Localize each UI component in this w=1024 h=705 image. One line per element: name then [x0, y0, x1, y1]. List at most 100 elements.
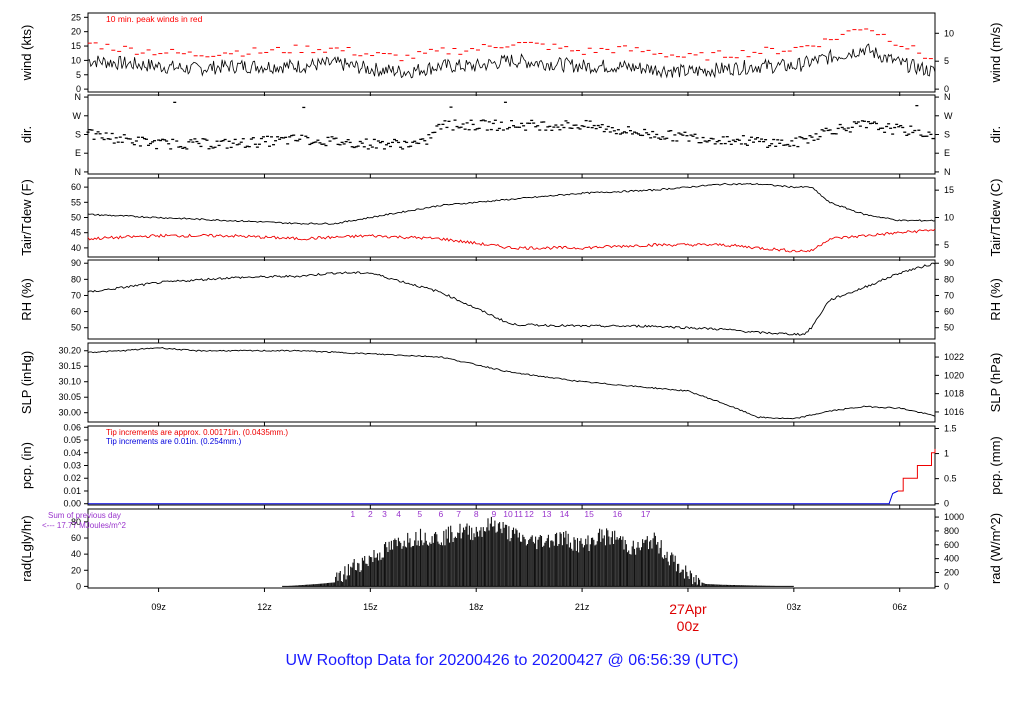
slp-ytick-label: 30.00 — [58, 408, 81, 418]
temp-ylabel-left: Tair/Tdew (F) — [19, 179, 34, 256]
rad-ytick-right-label: 400 — [944, 554, 959, 564]
dir-ytick-right-label: N — [944, 92, 951, 102]
tdew-series-line — [87, 228, 936, 253]
wind-ytick-label: 20 — [71, 27, 81, 37]
pcp-ytick-label: 0.05 — [63, 435, 81, 445]
x-date-label: 27Apr — [669, 601, 707, 617]
temp-ytick-label: 60 — [71, 182, 81, 192]
dir-panel-frame — [87, 94, 936, 175]
pcp-blue-series-line — [88, 490, 899, 505]
rad-hour-label: 16 — [613, 509, 623, 519]
dir-ytick-right-label: E — [944, 148, 950, 158]
temp-ytick-label: 45 — [71, 228, 81, 238]
slp-ytick-label: 30.15 — [58, 361, 81, 371]
pcp-ytick-right-label: 1 — [944, 449, 949, 459]
temp-ytick-right-label: 10 — [944, 213, 954, 223]
pcp-ytick-right-label: 0 — [944, 499, 949, 509]
pcp-note-blue: Tip increments are 0.01in. (0.254mm.) — [106, 437, 242, 446]
dir-ytick-right-label: W — [944, 111, 953, 121]
dir-ylabel-left: dir. — [19, 126, 34, 143]
pcp-ytick-label: 0.06 — [63, 422, 81, 432]
dir-ytick-right-label: N — [944, 167, 951, 177]
rad-ylabel-left: rad(Lgly/hr) — [19, 515, 34, 581]
rad-hour-label: 3 — [382, 509, 387, 519]
pcp-ylabel-right: pcp. (mm) — [988, 436, 1003, 495]
rh-ytick-label: 70 — [71, 290, 81, 300]
rh-panel-frame — [87, 259, 936, 340]
dir-ytick-label: S — [75, 130, 81, 140]
x-tick-label: 15z — [363, 602, 378, 612]
dir-ytick-label: W — [73, 111, 82, 121]
rad-hour-label: 11 — [514, 509, 523, 519]
slp-series-line — [87, 347, 936, 420]
x-tick-label: 12z — [257, 602, 272, 612]
pcp-ylabel-left: pcp. (in) — [19, 442, 34, 489]
rad-hour-label: 6 — [439, 509, 444, 519]
wind-ytick-label: 5 — [76, 70, 81, 80]
rad-hour-label: 14 — [560, 509, 570, 519]
rad-bars-group — [282, 516, 793, 587]
temp-ytick-label: 50 — [71, 213, 81, 223]
temp-ytick-label: 40 — [71, 243, 81, 253]
rad-hour-label: 7 — [456, 509, 461, 519]
rad-hour-label: 5 — [417, 509, 422, 519]
rh-ytick-right-label: 70 — [944, 290, 954, 300]
slp-ytick-label: 30.10 — [58, 377, 81, 387]
slp-ytick-right-label: 1020 — [944, 370, 964, 380]
rad-ytick-label: 0 — [76, 581, 81, 591]
rad-ylabel-right: rad (W/m^2) — [988, 513, 1003, 584]
rh-ytick-right-label: 90 — [944, 258, 954, 268]
wind-ytick-right-label: 10 — [944, 28, 954, 38]
pcp-ytick-label: 0.03 — [63, 461, 81, 471]
rh-ytick-label: 80 — [71, 274, 81, 284]
wind-ytick-label: 15 — [71, 41, 81, 51]
x-tick-label: 21z — [575, 602, 590, 612]
rad-ytick-right-label: 600 — [944, 540, 959, 550]
pcp-note-red: Tip increments are approx. 0.00171in. (0… — [106, 428, 288, 437]
wind-ylabel-right: wind (m/s) — [988, 23, 1003, 84]
rh-ytick-right-label: 50 — [944, 323, 954, 333]
pcp-ytick-right-label: 1.5 — [944, 423, 957, 433]
chart-title: UW Rooftop Data for 20200426 to 20200427… — [286, 652, 739, 669]
pcp-red-series-line — [897, 448, 936, 492]
wind-ytick-label: 25 — [71, 12, 81, 22]
wind-ytick-label: 0 — [76, 84, 81, 94]
slp-ytick-right-label: 1016 — [944, 407, 964, 417]
dir-ytick-right-label: S — [944, 130, 950, 140]
rad-hour-label: 15 — [584, 509, 594, 519]
rad-hour-label: 13 — [542, 509, 552, 519]
pcp-ytick-label: 0.00 — [63, 499, 81, 509]
dir-ytick-label: E — [75, 148, 81, 158]
rad-hour-label: 9 — [491, 509, 496, 519]
x-tick-label: 03z — [787, 602, 802, 612]
pcp-ytick-right-label: 0.5 — [944, 474, 957, 484]
pcp-ytick-label: 0.01 — [63, 486, 81, 496]
rh-ytick-label: 50 — [71, 323, 81, 333]
rh-series-line — [87, 262, 936, 336]
rad-ytick-right-label: 800 — [944, 526, 959, 536]
rad-hour-label: 2 — [368, 509, 373, 519]
rad-panel-frame — [87, 508, 936, 589]
rad-ytick-label: 40 — [71, 549, 81, 559]
rad-ytick-label: 20 — [71, 565, 81, 575]
slp-ylabel-right: SLP (hPa) — [988, 353, 1003, 413]
dir-ytick-label: N — [75, 92, 82, 102]
temp-ylabel-right: Tair/Tdew (C) — [988, 178, 1003, 256]
rh-ytick-right-label: 60 — [944, 307, 954, 317]
tair-series-line — [87, 182, 936, 225]
wind-ytick-label: 10 — [71, 55, 81, 65]
dir-ytick-label: N — [75, 167, 82, 177]
rad-hour-label: 4 — [396, 509, 401, 519]
rad-hour-label: 1 — [350, 509, 355, 519]
slp-ytick-label: 30.20 — [58, 346, 81, 356]
wind-peak-note: 10 min. peak winds in red — [106, 14, 203, 24]
wind-ytick-right-label: 0 — [944, 84, 949, 94]
wind-panel-frame — [87, 12, 936, 93]
wind-series-line — [87, 43, 936, 79]
x-tick-label: 06z — [892, 602, 907, 612]
temp-ytick-right-label: 5 — [944, 240, 949, 250]
slp-ytick-right-label: 1022 — [944, 352, 964, 362]
x-tick-label: 18z — [469, 602, 484, 612]
